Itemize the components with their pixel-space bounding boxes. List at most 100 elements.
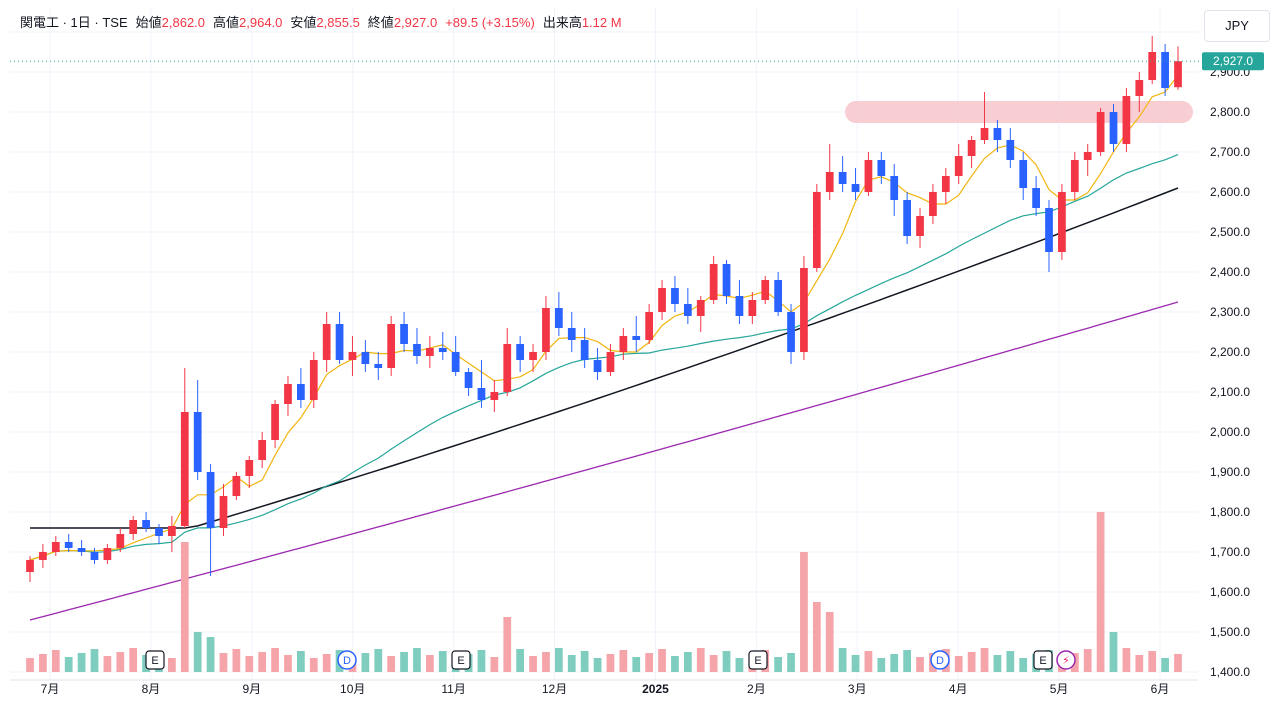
change-value: +89.5 (+3.15%) <box>445 15 535 30</box>
y-tick-label: 2,600.0 <box>1210 185 1250 199</box>
candle-body <box>400 324 408 344</box>
volume-bar <box>258 652 267 672</box>
x-tick-label: 10月 <box>340 682 365 696</box>
candle-body <box>142 520 150 528</box>
volume-bar <box>1109 632 1118 672</box>
candle-body <box>580 340 589 360</box>
candle-body <box>1019 160 1028 188</box>
candle-body <box>26 560 34 572</box>
candle-body <box>322 324 331 360</box>
volume-bar <box>606 654 615 672</box>
candle-body <box>1070 160 1079 192</box>
candle-body <box>1109 112 1118 144</box>
candle-body <box>787 312 795 352</box>
candle-body <box>903 200 911 236</box>
symbol-label[interactable]: 関電工 · 1日 · TSE <box>20 15 128 30</box>
close-value: 2,927.0 <box>393 15 438 30</box>
candle-body <box>1032 188 1040 208</box>
candle-body <box>954 156 963 176</box>
candle-body <box>503 344 512 392</box>
candle-body <box>413 344 421 356</box>
candle-body <box>1058 192 1066 252</box>
volume-bar <box>477 650 486 672</box>
candle-body <box>967 140 976 156</box>
volume-bar <box>400 652 408 672</box>
y-tick-label: 2,300.0 <box>1210 305 1250 319</box>
candle-body <box>980 128 989 140</box>
y-tick-label: 2,500.0 <box>1210 225 1250 239</box>
volume-bar <box>271 648 279 672</box>
volume-bar <box>39 654 47 672</box>
high-value: 2,964.0 <box>239 15 283 30</box>
volume-value: 1.12 M <box>581 15 622 30</box>
candle-body <box>812 192 821 268</box>
volume-bar <box>967 652 976 672</box>
open-value: 2,862.0 <box>161 15 206 30</box>
ma25-line <box>29 154 1179 561</box>
volume-bar <box>709 655 718 672</box>
candle-body <box>941 176 950 192</box>
earnings-marker <box>748 650 768 670</box>
candle-body <box>335 324 344 360</box>
y-tick-label: 1,900.0 <box>1210 465 1250 479</box>
earnings-marker <box>1033 650 1053 670</box>
candle-body <box>890 176 899 200</box>
volume-bar <box>64 657 73 672</box>
candle-body <box>206 472 215 528</box>
volume-bar <box>980 648 989 672</box>
x-tick-label: 6月 <box>1151 682 1170 696</box>
volume-bar <box>490 657 499 672</box>
candle-body <box>567 328 576 340</box>
volume-bar <box>619 650 628 672</box>
volume-bar <box>658 649 666 672</box>
candle-body <box>761 280 770 300</box>
volume-bar <box>168 658 176 672</box>
dividend-marker-label: D <box>936 655 944 667</box>
volume-bar <box>387 656 396 672</box>
candle-body <box>39 552 47 560</box>
candle-body <box>1083 152 1092 160</box>
candle-body <box>438 348 447 352</box>
volume-bar <box>77 653 86 672</box>
volume-bar <box>903 650 911 672</box>
volume-bar <box>1122 648 1131 672</box>
currency-button[interactable]: JPY <box>1204 10 1270 42</box>
volume-bar <box>245 656 254 672</box>
candle-body <box>193 412 202 472</box>
close-label: 終値 <box>367 15 394 30</box>
volume-bar <box>1148 651 1157 672</box>
candle-body <box>722 264 731 296</box>
candle-body <box>271 404 279 440</box>
earnings-marker-label: E <box>754 655 761 667</box>
candle-body <box>1135 80 1144 96</box>
volume-bar <box>851 655 860 672</box>
candle-body <box>709 264 718 300</box>
volume-bar <box>129 648 138 672</box>
candle-body <box>64 542 73 548</box>
volume-bar <box>916 657 924 672</box>
candle-body <box>348 352 357 360</box>
volume-bar <box>554 648 563 672</box>
dividend-marker-label: D <box>343 655 351 667</box>
volume-bar <box>567 655 576 672</box>
volume-bar <box>116 652 125 672</box>
volume-bar <box>297 651 305 672</box>
volume-bar <box>722 651 731 672</box>
x-tick-label: 9月 <box>242 682 261 696</box>
candle-body <box>929 192 937 216</box>
open-label: 始値 <box>135 15 162 30</box>
volume-bar <box>51 650 60 672</box>
volume-bar <box>206 637 215 672</box>
volume-bar <box>180 542 189 672</box>
y-tick-label: 1,700.0 <box>1210 545 1250 559</box>
candle-body <box>90 552 99 560</box>
candle-body <box>387 324 396 368</box>
split-event-icon <box>1056 650 1076 670</box>
candle-body <box>542 308 550 352</box>
candle-body <box>825 172 834 192</box>
y-tick-label: 2,100.0 <box>1210 385 1250 399</box>
volume-bar <box>26 658 34 672</box>
candle-body <box>1174 61 1182 88</box>
